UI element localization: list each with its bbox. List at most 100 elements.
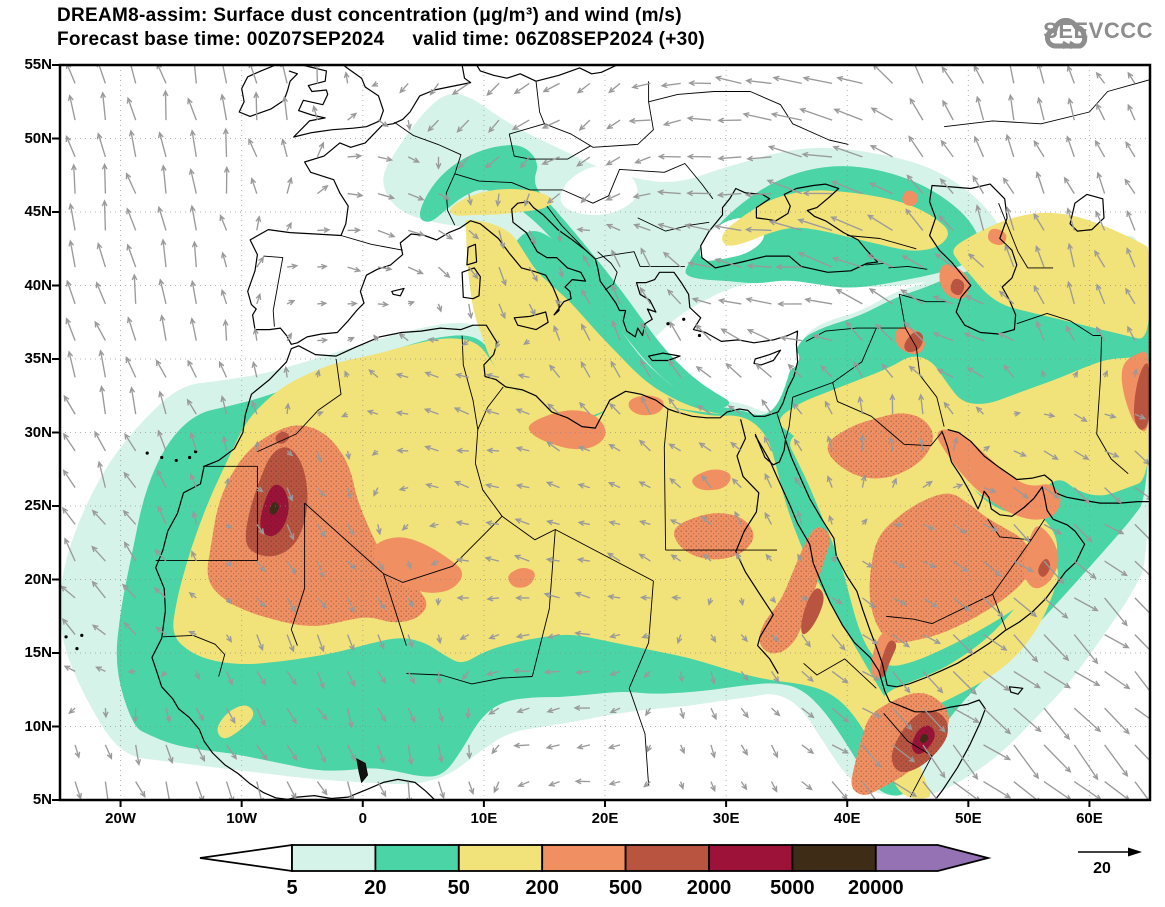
country-border [663, 408, 669, 551]
small-island [174, 458, 178, 463]
country-border [628, 580, 654, 689]
dust-region-guinea-spot [217, 705, 254, 739]
country-border [648, 91, 751, 103]
legend-value-20000: 20000 [847, 877, 904, 899]
dust-region-air-massif-spot [508, 568, 535, 588]
country-border [382, 573, 407, 646]
lon-label-60E: 60E [1076, 810, 1103, 827]
dust-region-oman-core [1038, 559, 1051, 577]
lon-label-10W: 10W [226, 810, 258, 827]
small-island [187, 455, 192, 460]
coastline [466, 243, 478, 266]
country-border [803, 658, 877, 689]
legend-value-200: 200 [525, 877, 559, 899]
lon-label-10E: 10E [470, 810, 498, 827]
legend-value-5000: 5000 [770, 877, 815, 899]
country-border [944, 79, 1150, 128]
legend-value-2000: 2000 [686, 877, 732, 899]
coastline [513, 311, 549, 331]
country-border [597, 251, 618, 291]
lon-label-20E: 20E [591, 810, 619, 827]
country-border [590, 81, 654, 148]
coastline [754, 435, 986, 800]
dust-region-sudan-coast-core [801, 588, 824, 635]
country-border [257, 358, 342, 453]
legend-cell-0 [291, 844, 377, 872]
coastline [929, 183, 1018, 335]
map-subtitle: Forecast base time: 00Z07SEP2024 valid t… [57, 29, 705, 50]
dust-region-libya-coast-patch [528, 410, 606, 450]
country-border [776, 413, 786, 440]
legend-cell-2 [457, 844, 544, 872]
country-border [304, 502, 503, 583]
wind-arrows [60, 65, 1150, 800]
legend-value-20: 20 [364, 877, 387, 899]
country-border [628, 688, 650, 786]
legend-right-arrow [874, 844, 992, 872]
lat-label-50N: 50N [24, 129, 52, 147]
coastline [648, 352, 681, 362]
lon-label-40E: 40E [833, 810, 861, 827]
dust-region-morocco-core [275, 431, 290, 444]
country-border [785, 397, 794, 440]
country-border [637, 217, 710, 232]
lon-label-30E: 30E [712, 810, 740, 827]
small-island [80, 633, 84, 637]
coastline [476, 65, 618, 82]
country-border [546, 205, 586, 251]
legend-cell-6 [791, 844, 877, 872]
country-border [987, 518, 1045, 541]
dust-region-azerbaijan-core [950, 278, 965, 296]
lat-label-20N: 20N [24, 570, 52, 588]
dust-region-pannonia-white [560, 165, 638, 216]
coastline [238, 65, 298, 117]
dust-region-somalia-darkest [920, 733, 929, 744]
small-island [64, 635, 68, 639]
dust-region-persian-gulf-arc [937, 429, 1061, 520]
lat-label-55N: 55N [24, 56, 52, 73]
dust-region-central-turkey-white [721, 286, 839, 329]
lon-label-50E: 50E [954, 810, 982, 827]
cloud-icon [1045, 18, 1088, 50]
coastline [735, 419, 779, 674]
coastline [947, 429, 1150, 504]
country-border [162, 634, 226, 677]
small-island [682, 317, 686, 321]
seevccc-logo: SEEVCCC [1043, 18, 1153, 50]
country-border [501, 515, 654, 582]
country-border [885, 593, 1007, 630]
dust-region-wsahara-darkest [269, 502, 279, 515]
country-border [531, 529, 556, 677]
coastline [1069, 193, 1105, 232]
legend-left-arrow [199, 843, 293, 873]
dust-region-gulf-of-aden-band [879, 560, 1059, 722]
lat-label-35N: 35N [24, 350, 52, 367]
coastline [293, 65, 384, 138]
coastline [753, 349, 782, 366]
country-border [454, 173, 563, 191]
small-island [160, 455, 164, 460]
lat-label-40N: 40N [24, 276, 52, 294]
lat-label-30N: 30N [24, 423, 52, 441]
country-border [750, 91, 849, 145]
legend-cell-1 [374, 844, 460, 872]
country-border [888, 265, 928, 270]
lon-label-0: 0 [358, 810, 367, 827]
country-border [562, 163, 714, 204]
country-border [394, 121, 462, 174]
dust-region-alps-band [450, 188, 553, 216]
legend-value-500: 500 [608, 877, 643, 899]
country-border [865, 262, 884, 266]
lake-volta [356, 758, 369, 784]
dust-region-azov-spot [902, 190, 919, 206]
dust-region-europe-alps-adriatic-band [419, 145, 730, 409]
lat-label-10N: 10N [24, 717, 52, 735]
small-island [145, 451, 149, 455]
country-border [847, 235, 917, 250]
lat-label-25N: 25N [24, 497, 52, 514]
dust-region-oman-interior [1023, 526, 1059, 589]
country-border [290, 503, 306, 646]
lat-label-45N: 45N [24, 203, 52, 220]
